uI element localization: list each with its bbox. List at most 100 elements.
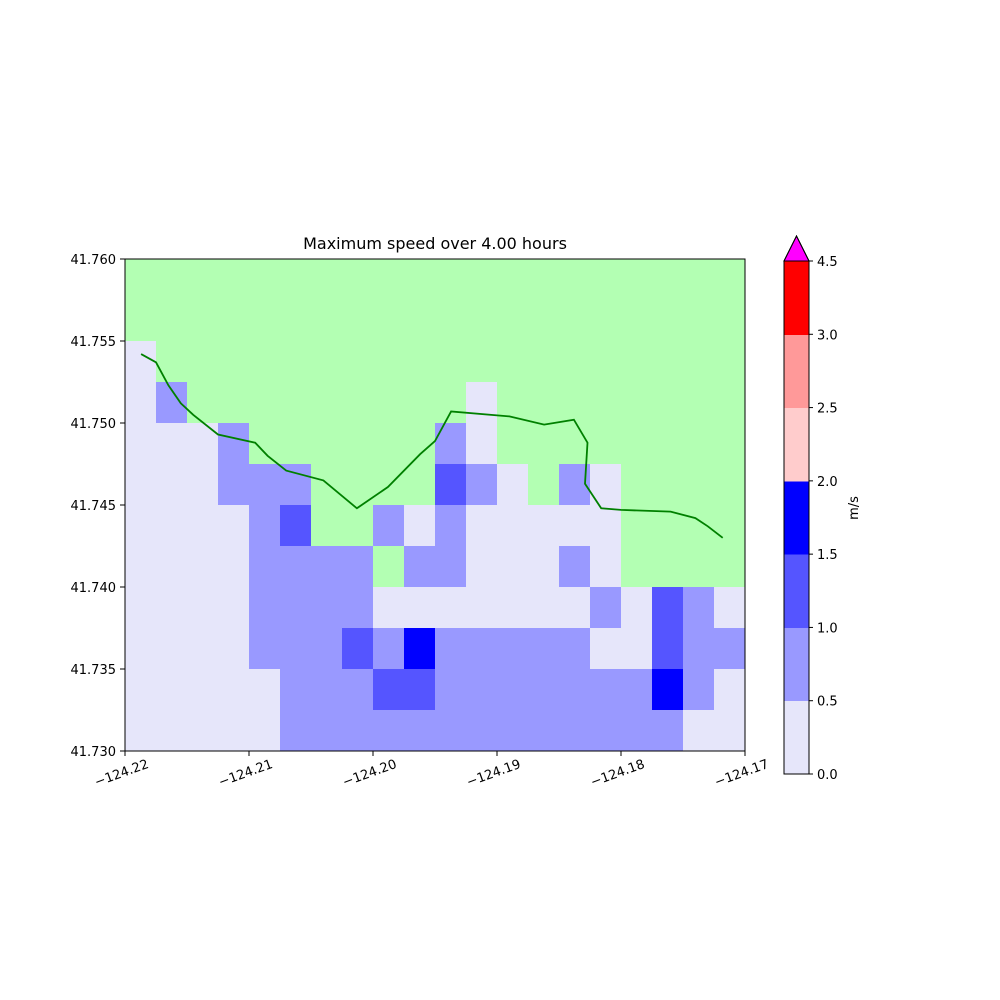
speed-cell — [125, 423, 157, 465]
speed-cell — [125, 341, 157, 383]
speed-cell — [125, 710, 157, 752]
colorbar-segment — [784, 480, 809, 555]
colorbar-extend-arrow — [783, 234, 810, 262]
colorbar-segment — [784, 700, 809, 775]
speed-cell — [559, 505, 591, 547]
speed-cell — [156, 628, 188, 670]
land-cell — [714, 341, 746, 383]
land-cell — [590, 382, 622, 424]
speed-cell — [528, 710, 560, 752]
speed-cell — [125, 628, 157, 670]
land-cell — [652, 300, 684, 342]
speed-cell — [342, 669, 374, 711]
speed-cell — [590, 710, 622, 752]
x-tick-label: −124.19 — [465, 757, 523, 790]
land-cell — [373, 382, 405, 424]
colorbar-tick-label: 0.0 — [817, 768, 838, 783]
colorbar-tick-label: 1.0 — [817, 621, 838, 636]
land-cell — [590, 423, 622, 465]
speed-cell — [652, 669, 684, 711]
land-cell — [373, 423, 405, 465]
land-cell — [218, 341, 250, 383]
speed-cell — [218, 587, 250, 629]
colorbar-segment — [784, 334, 809, 409]
speed-cell — [187, 423, 219, 465]
speed-cell — [466, 546, 498, 588]
land-cell — [373, 300, 405, 342]
land-cell — [218, 300, 250, 342]
speed-cell — [714, 587, 746, 629]
speed-cell — [156, 669, 188, 711]
speed-cell — [125, 505, 157, 547]
land-cell — [342, 423, 374, 465]
speed-cell — [497, 710, 529, 752]
speed-cell — [683, 628, 715, 670]
land-cell — [466, 259, 498, 301]
speed-cell — [280, 587, 312, 629]
land-cell — [187, 341, 219, 383]
land-cell — [621, 300, 653, 342]
land-cell — [652, 259, 684, 301]
speed-cell — [435, 546, 467, 588]
land-cell — [249, 259, 281, 301]
x-tick-label: −124.22 — [93, 757, 151, 790]
land-cell — [218, 382, 250, 424]
land-cell — [342, 341, 374, 383]
x-tick-label: −124.17 — [713, 757, 771, 790]
speed-cell — [590, 587, 622, 629]
speed-cell — [497, 628, 529, 670]
land-cell — [156, 300, 188, 342]
speed-cell — [218, 710, 250, 752]
land-cell — [311, 259, 343, 301]
speed-cell — [373, 628, 405, 670]
speed-cell — [404, 587, 436, 629]
speed-cell — [156, 464, 188, 506]
land-cell — [125, 300, 157, 342]
speed-cell — [652, 628, 684, 670]
land-cell — [621, 382, 653, 424]
colorbar-label: m/s — [847, 496, 862, 520]
land-cell — [652, 423, 684, 465]
speed-cell — [404, 628, 436, 670]
land-cell — [249, 423, 281, 465]
land-cell — [342, 382, 374, 424]
speed-cell — [311, 546, 343, 588]
speed-cell — [466, 464, 498, 506]
colorbar: 0.0 0.5 1.0 1.5 2.0 2.5 3.0 4.5 — [783, 234, 838, 783]
speed-cell — [528, 628, 560, 670]
land-cell — [249, 300, 281, 342]
speed-cell — [590, 505, 622, 547]
speed-cell — [528, 669, 560, 711]
speed-cell — [125, 546, 157, 588]
land-cell — [714, 300, 746, 342]
land-cell — [497, 259, 529, 301]
land-cell — [435, 341, 467, 383]
colorbar-tick-label: 4.5 — [817, 255, 838, 270]
speed-cell — [590, 669, 622, 711]
speed-cell — [404, 546, 436, 588]
speed-cell — [683, 669, 715, 711]
speed-cell — [218, 546, 250, 588]
land-cell — [652, 464, 684, 506]
speed-cell — [187, 628, 219, 670]
land-cell — [311, 464, 343, 506]
land-cell — [497, 341, 529, 383]
land-cell — [559, 382, 591, 424]
speed-cell — [404, 710, 436, 752]
speed-cell — [311, 669, 343, 711]
colorbar-segment — [784, 261, 809, 335]
land-cell — [621, 546, 653, 588]
land-cell — [683, 464, 715, 506]
speed-cell — [373, 669, 405, 711]
speed-cell — [373, 587, 405, 629]
speed-cell — [621, 669, 653, 711]
speed-cell — [342, 628, 374, 670]
land-cell — [404, 382, 436, 424]
land-cell — [187, 382, 219, 424]
land-cell — [621, 423, 653, 465]
y-tick-label: 41.745 — [71, 499, 117, 514]
land-cell — [342, 259, 374, 301]
speed-cell — [373, 710, 405, 752]
speed-cell — [466, 382, 498, 424]
